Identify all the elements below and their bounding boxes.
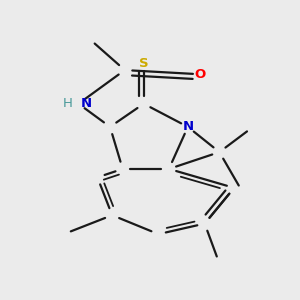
Text: H: H	[63, 97, 73, 110]
Text: N: N	[182, 120, 194, 134]
Text: O: O	[195, 68, 206, 81]
Text: S: S	[139, 57, 148, 70]
Text: N: N	[80, 97, 92, 110]
